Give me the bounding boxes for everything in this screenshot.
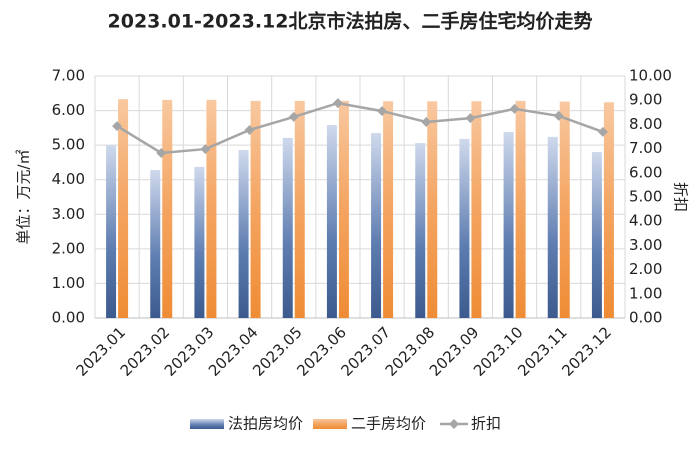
line-marker	[553, 110, 564, 121]
chart-title: 2023.01-2023.12北京市法拍房、二手房住宅均价走势	[108, 10, 593, 33]
line-marker	[509, 103, 520, 114]
y2-tick-label: 2.00	[629, 260, 662, 278]
bar	[427, 101, 438, 318]
bar	[326, 125, 337, 318]
bar	[106, 145, 117, 318]
legend-swatch	[190, 419, 224, 429]
legend-label: 法拍房均价	[228, 415, 303, 433]
bar	[162, 99, 173, 319]
y2-tick-label: 8.00	[629, 115, 662, 133]
y-tick-label: 4.00	[52, 170, 85, 188]
line	[116, 101, 604, 155]
line-marker	[200, 144, 211, 155]
y-tick-label: 3.00	[52, 205, 85, 223]
bar	[515, 100, 526, 319]
y-axis-label: 单位：万元/㎡	[15, 149, 33, 244]
line-marker	[244, 124, 255, 135]
line-marker	[332, 98, 343, 109]
y2-tick-label: 1.00	[629, 284, 662, 302]
y2-tick-label: 9.00	[629, 91, 662, 109]
legend-label: 折扣	[471, 415, 501, 433]
y-tick-label: 2.00	[52, 239, 85, 257]
line-marker	[377, 106, 388, 117]
y-tick-label: 6.00	[52, 101, 85, 119]
y2-tick-label: 4.00	[629, 212, 662, 230]
legend-label: 二手房均价	[351, 415, 426, 433]
line-marker	[421, 116, 432, 127]
bar	[471, 101, 482, 318]
bar	[559, 101, 570, 318]
bar	[459, 138, 470, 318]
bar	[547, 136, 558, 318]
y-tick-label: 5.00	[52, 136, 85, 154]
bar	[118, 99, 129, 318]
y2-axis-label: 折扣	[672, 182, 690, 212]
y2-tick-label: 6.00	[629, 163, 662, 181]
bar	[371, 133, 382, 318]
bar	[194, 166, 205, 318]
y-tick-label: 0.00	[52, 309, 85, 327]
bar	[282, 137, 293, 318]
bar	[238, 149, 249, 318]
legend-marker	[449, 419, 459, 429]
line-marker	[597, 126, 608, 137]
y2-tick-label: 3.00	[629, 236, 662, 254]
line-marker	[465, 113, 476, 124]
y2-tick-label: 10.00	[629, 67, 672, 85]
bar	[591, 152, 602, 318]
bar	[415, 143, 426, 318]
bar	[250, 100, 261, 319]
y-tick-label: 1.00	[52, 274, 85, 292]
bar	[294, 100, 305, 319]
bar	[206, 99, 217, 319]
bar	[383, 101, 394, 318]
line-marker	[288, 111, 299, 122]
line-marker	[112, 121, 123, 132]
bar	[338, 100, 349, 319]
bar	[603, 102, 614, 318]
y2-tick-label: 5.00	[629, 188, 662, 206]
y2-tick-label: 7.00	[629, 139, 662, 157]
legend-swatch	[313, 419, 347, 429]
line-marker	[156, 147, 167, 158]
bar	[503, 132, 514, 318]
y2-tick-label: 0.00	[629, 309, 662, 327]
bar	[150, 170, 161, 318]
y-tick-label: 7.00	[52, 67, 85, 85]
